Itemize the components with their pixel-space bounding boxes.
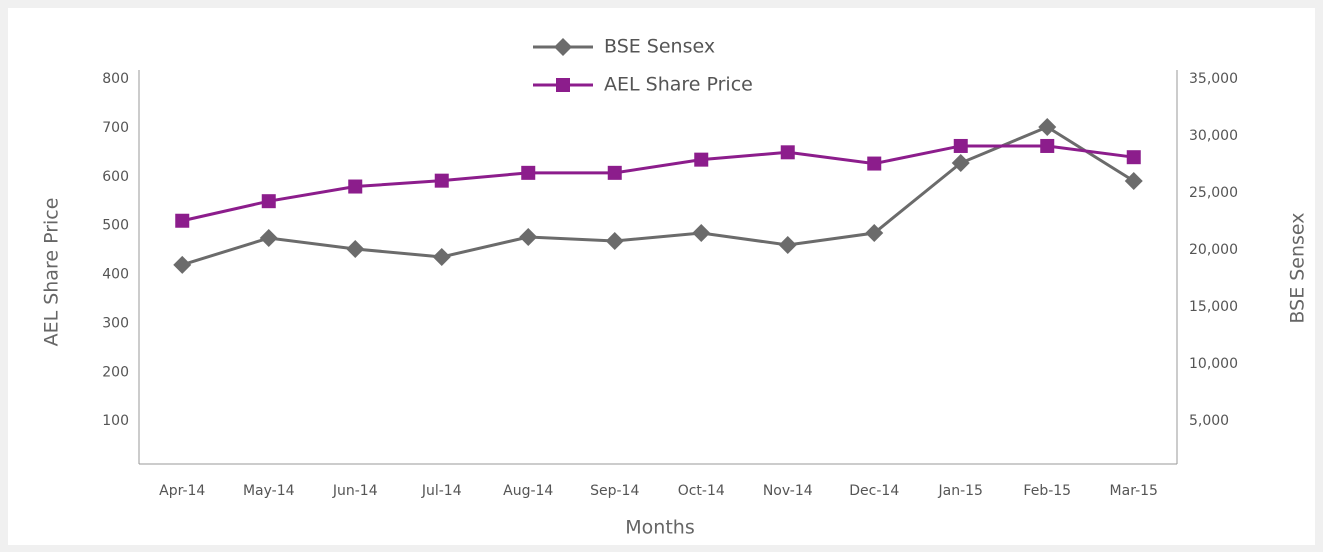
y2-tick-label: 35,000 <box>1189 71 1238 87</box>
y2-tick-label: 20,000 <box>1189 242 1238 258</box>
data-point <box>346 239 365 258</box>
data-point <box>1124 172 1143 191</box>
x-tick-label: Oct-14 <box>678 483 725 499</box>
y2-tick-label: 30,000 <box>1189 128 1238 144</box>
data-point <box>865 224 884 243</box>
data-point <box>175 213 190 228</box>
x-tick-label: Nov-14 <box>763 483 813 499</box>
series-line <box>181 144 1134 223</box>
data-point <box>1126 150 1141 165</box>
y2-tick-label: 10,000 <box>1189 356 1238 372</box>
data-point <box>348 179 363 194</box>
y2-tick-label: 15,000 <box>1189 299 1238 315</box>
x-tick-label: Jan-15 <box>938 483 983 499</box>
data-point <box>521 165 536 180</box>
y-tick-label: 200 <box>102 364 129 380</box>
data-point <box>607 165 622 180</box>
data-point <box>780 145 795 160</box>
x-tick-label: May-14 <box>243 483 295 499</box>
y-tick-label: 700 <box>102 120 129 136</box>
y-tick-label: 100 <box>102 413 129 429</box>
x-tick-label: Jun-14 <box>332 483 378 499</box>
y-tick-label: 500 <box>102 218 129 234</box>
x-tick-label: Apr-14 <box>159 483 205 499</box>
data-point <box>694 152 709 167</box>
data-point <box>953 138 968 153</box>
legend-marker <box>556 78 570 92</box>
data-point <box>259 229 278 248</box>
data-point <box>951 154 970 173</box>
y2-tick-label: 25,000 <box>1189 185 1238 201</box>
legend-marker <box>554 38 572 56</box>
x-tick-label: Dec-14 <box>849 483 899 499</box>
y2-axis-title: BSE Sensex <box>1287 212 1309 323</box>
data-point <box>261 194 276 209</box>
y-tick-label: 300 <box>102 315 129 331</box>
x-axis-title: Months <box>625 517 694 539</box>
data-point <box>432 247 451 266</box>
x-tick-label: Jul-14 <box>421 483 462 499</box>
y-axis-title: AEL Share Price <box>41 198 63 347</box>
data-point <box>1038 117 1057 136</box>
chart-background <box>8 8 1315 545</box>
x-tick-label: Aug-14 <box>503 483 553 499</box>
data-point <box>434 173 449 188</box>
series-line <box>181 125 1135 267</box>
data-point <box>1040 138 1055 153</box>
data-point <box>605 231 624 250</box>
y-tick-label: 600 <box>102 169 129 185</box>
y-tick-label: 400 <box>102 267 129 283</box>
data-point <box>867 156 882 171</box>
x-tick-label: Mar-15 <box>1110 483 1158 499</box>
legend-label: AEL Share Price <box>604 74 753 96</box>
legend-label: BSE Sensex <box>604 36 715 58</box>
x-tick-label: Sep-14 <box>590 483 639 499</box>
y2-tick-label: 5,000 <box>1189 413 1229 429</box>
x-tick-label: Feb-15 <box>1023 483 1071 499</box>
data-point <box>778 235 797 254</box>
data-point <box>692 224 711 243</box>
y-tick-label: 800 <box>102 71 129 87</box>
data-point <box>519 228 538 247</box>
data-point <box>173 255 192 274</box>
